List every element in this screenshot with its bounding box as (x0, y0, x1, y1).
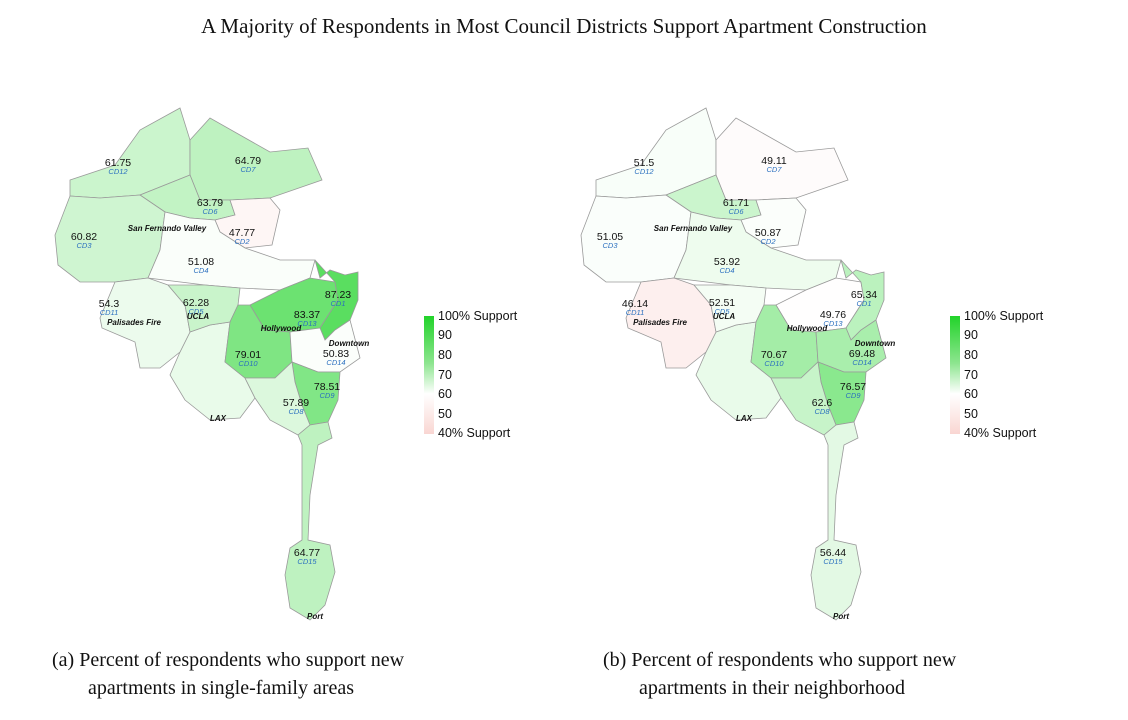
district-cd11-code: CD11 (626, 308, 645, 317)
district-cd7-code: CD7 (240, 165, 256, 174)
district-cd12-code: CD12 (634, 167, 654, 176)
legend-label-40: 40% Support (438, 426, 510, 440)
district-cd14-code: CD14 (326, 358, 345, 367)
district-cd15-code: CD15 (297, 557, 317, 566)
place-label-downtown: Downtown (329, 339, 370, 348)
district-cd9-code: CD9 (845, 391, 861, 400)
map-single-family-areas: 61.75CD1264.79CD763.79CD647.77CD260.82CD… (40, 100, 400, 630)
place-label-palisades-fire: Palisades Fire (107, 318, 161, 327)
district-cd2-code: CD2 (760, 237, 776, 246)
place-label-san-fernando-valley: San Fernando Valley (654, 224, 733, 233)
place-label-lax: LAX (210, 414, 227, 423)
district-cd1-code: CD1 (330, 299, 345, 308)
place-label-ucla: UCLA (713, 312, 735, 321)
place-label-hollywood: Hollywood (261, 324, 303, 333)
district-cd4-code: CD4 (193, 266, 208, 275)
place-label-downtown: Downtown (855, 339, 896, 348)
district-cd8-code: CD8 (814, 407, 830, 416)
district-cd3-code: CD3 (602, 241, 618, 250)
district-cd11-code: CD11 (100, 308, 119, 317)
caption-a-line2: apartments in single-family areas (52, 674, 404, 702)
legend-label-40: 40% Support (964, 426, 1036, 440)
place-label-lax: LAX (736, 414, 753, 423)
caption-b-line1: (b) Percent of respondents who support n… (603, 649, 956, 671)
caption-b: (b) Percent of respondents who support n… (603, 646, 956, 702)
place-label-palisades-fire: Palisades Fire (633, 318, 687, 327)
color-scale-bar (950, 316, 960, 434)
district-cd8-code: CD8 (288, 407, 304, 416)
district-cd14-code: CD14 (852, 358, 871, 367)
legend-label-80: 80 (438, 348, 452, 362)
district-cd6-code: CD6 (728, 207, 744, 216)
district-cd1-code: CD1 (856, 299, 871, 308)
place-label-ucla: UCLA (187, 312, 209, 321)
legend-label-100: 100% Support (438, 309, 517, 323)
legend-label-70: 70 (438, 368, 452, 382)
district-cd3-code: CD3 (76, 241, 92, 250)
legend-label-50: 50 (964, 407, 978, 421)
legend-label-80: 80 (964, 348, 978, 362)
district-cd10-code: CD10 (238, 359, 258, 368)
color-legend-b: 100% Support 90 80 70 60 50 40% Support (946, 312, 1066, 442)
district-cd10-code: CD10 (764, 359, 784, 368)
legend-label-50: 50 (438, 407, 452, 421)
district-cd4-code: CD4 (719, 266, 734, 275)
figure-title: A Majority of Respondents in Most Counci… (0, 14, 1128, 39)
color-legend-a: 100% Support 90 80 70 60 50 40% Support (420, 312, 540, 442)
legend-label-60: 60 (438, 387, 452, 401)
caption-a: (a) Percent of respondents who support n… (52, 646, 404, 702)
district-cd6-code: CD6 (202, 207, 218, 216)
place-label-port: Port (833, 612, 849, 621)
caption-a-line1: (a) Percent of respondents who support n… (52, 649, 404, 671)
district-cd7-code: CD7 (766, 165, 782, 174)
district-cd12-code: CD12 (108, 167, 128, 176)
district-cd2-code: CD2 (234, 237, 250, 246)
caption-b-line2: apartments in their neighborhood (603, 674, 956, 702)
place-label-san-fernando-valley: San Fernando Valley (128, 224, 207, 233)
legend-label-70: 70 (964, 368, 978, 382)
place-label-hollywood: Hollywood (787, 324, 829, 333)
legend-label-100: 100% Support (964, 309, 1043, 323)
legend-label-90: 90 (438, 328, 452, 342)
district-cd9-code: CD9 (319, 391, 335, 400)
district-cd15-code: CD15 (823, 557, 843, 566)
district-cd15-shape (811, 422, 861, 620)
place-label-port: Port (307, 612, 323, 621)
legend-label-60: 60 (964, 387, 978, 401)
district-cd15-shape (285, 422, 335, 620)
color-scale-bar (424, 316, 434, 434)
legend-label-90: 90 (964, 328, 978, 342)
